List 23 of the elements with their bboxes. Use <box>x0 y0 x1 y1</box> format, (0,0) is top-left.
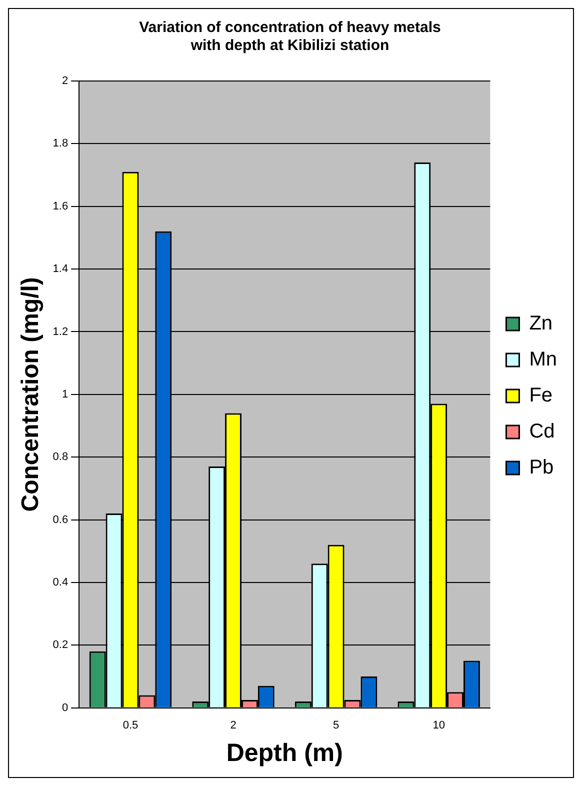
y-tick-label: 0.4 <box>52 576 68 588</box>
legend-label: Cd <box>529 420 555 443</box>
chart-title: Variation of concentration of heavy metals with depth at Kibilizi station <box>139 19 441 54</box>
x-tick-label: 0.5 <box>122 719 138 732</box>
x-tick-label: 10 <box>432 719 445 732</box>
y-tick-label: 0.2 <box>52 639 68 652</box>
x-tick-label: 2 <box>230 719 236 732</box>
legend-label: Pb <box>529 456 554 479</box>
legend-label: Fe <box>529 384 553 407</box>
y-tick-label: 1.6 <box>52 200 68 212</box>
y-axis-title: Concentration (mg/l) <box>17 277 44 512</box>
y-tick-label: 1 <box>62 388 68 400</box>
y-tick-label: 1.4 <box>52 263 68 276</box>
legend-label: Zn <box>529 312 553 335</box>
x-axis-title: Depth (m) <box>226 738 343 767</box>
y-tick-label: 0.6 <box>52 514 68 526</box>
y-tick-label: 0.8 <box>52 451 68 464</box>
legend-label: Mn <box>529 348 558 371</box>
y-tick-label: 1.8 <box>52 138 68 150</box>
y-tick-label: 2 <box>62 75 68 88</box>
x-tick-label: 5 <box>332 719 340 732</box>
y-tick-label: 1.2 <box>52 326 68 338</box>
y-tick-label: 0 <box>62 702 68 714</box>
